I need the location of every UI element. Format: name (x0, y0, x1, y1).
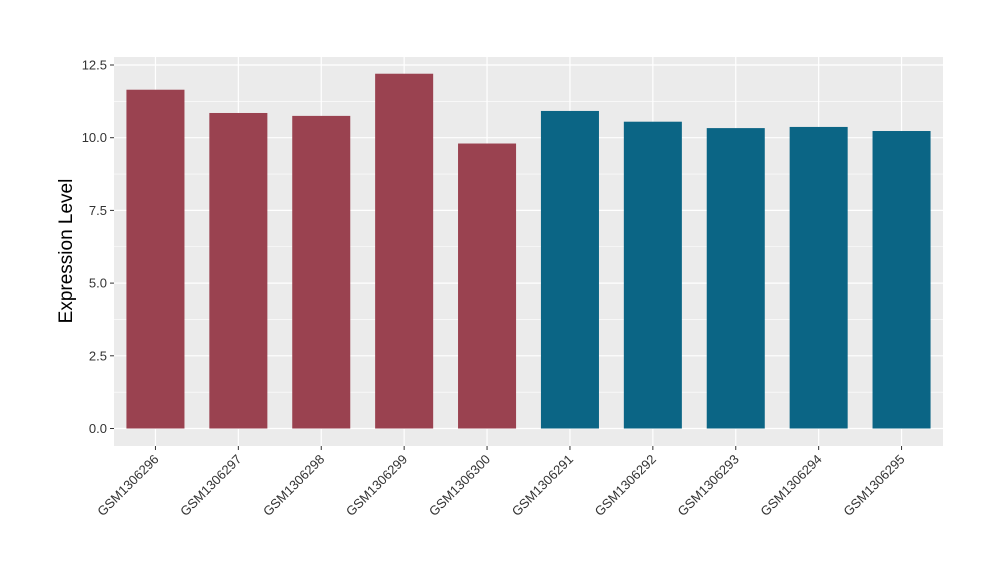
x-tick-label-GSM1306295: GSM1306295 (840, 452, 907, 519)
bars (126, 73, 931, 429)
x-tick-label-GSM1306299: GSM1306299 (343, 452, 410, 519)
bar-GSM1306293 (706, 128, 765, 429)
bar-GSM1306296 (126, 89, 185, 429)
y-axis: 0.0 2.5 5.0 7.5 10.0 12.5 (82, 58, 114, 436)
bar-GSM1306291 (540, 110, 599, 429)
bar-GSM1306297 (209, 112, 268, 429)
x-tick-label-GSM1306294: GSM1306294 (757, 452, 824, 519)
x-tick-label-GSM1306296: GSM1306296 (94, 452, 161, 519)
y-tick-label: 0.0 (89, 421, 107, 436)
bar-GSM1306298 (292, 115, 351, 429)
y-tick-label: 2.5 (89, 348, 107, 363)
y-tick-label: 7.5 (89, 203, 107, 218)
x-tick-label-GSM1306293: GSM1306293 (675, 452, 742, 519)
y-tick-label: 5.0 (89, 276, 107, 291)
x-tick-label-GSM1306297: GSM1306297 (177, 452, 244, 519)
bar-GSM1306292 (623, 121, 682, 429)
x-tick-label-GSM1306298: GSM1306298 (260, 452, 327, 519)
y-tick-label: 10.0 (82, 130, 107, 145)
bar-GSM1306299 (375, 73, 434, 429)
y-axis-title: Expression Level (56, 179, 77, 324)
x-axis: GSM1306296 GSM1306297 GSM1306298 GSM1306299… (94, 446, 908, 519)
x-tick-label-GSM1306292: GSM1306292 (592, 452, 659, 519)
x-tick-label-GSM1306300: GSM1306300 (426, 452, 493, 519)
y-tick-label: 12.5 (82, 58, 107, 73)
bar-GSM1306294 (789, 126, 848, 429)
bar-GSM1306295 (872, 131, 931, 429)
bar-GSM1306300 (458, 143, 517, 429)
x-tick-label-GSM1306291: GSM1306291 (509, 452, 576, 519)
